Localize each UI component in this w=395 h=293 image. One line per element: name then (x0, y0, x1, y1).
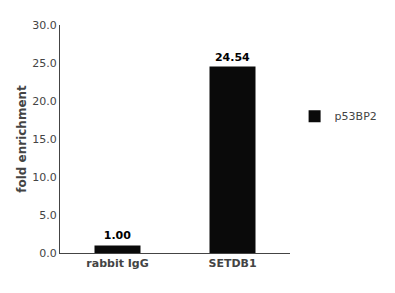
svg-text:24.54: 24.54 (215, 51, 250, 64)
svg-text:30.0: 30.0 (32, 19, 57, 32)
svg-text:5.0: 5.0 (39, 209, 57, 222)
svg-text:fold enrichment: fold enrichment (15, 85, 29, 193)
svg-text:15.0: 15.0 (32, 133, 57, 146)
svg-text:SETDB1: SETDB1 (208, 257, 256, 270)
svg-text:20.0: 20.0 (32, 95, 57, 108)
svg-text:1.00: 1.00 (104, 229, 131, 242)
svg-text:25.0: 25.0 (32, 57, 57, 70)
svg-text:rabbit IgG: rabbit IgG (86, 257, 148, 270)
svg-text:0.0: 0.0 (39, 247, 57, 260)
svg-text:10.0: 10.0 (32, 171, 57, 184)
svg-text:p53BP2: p53BP2 (335, 110, 377, 123)
